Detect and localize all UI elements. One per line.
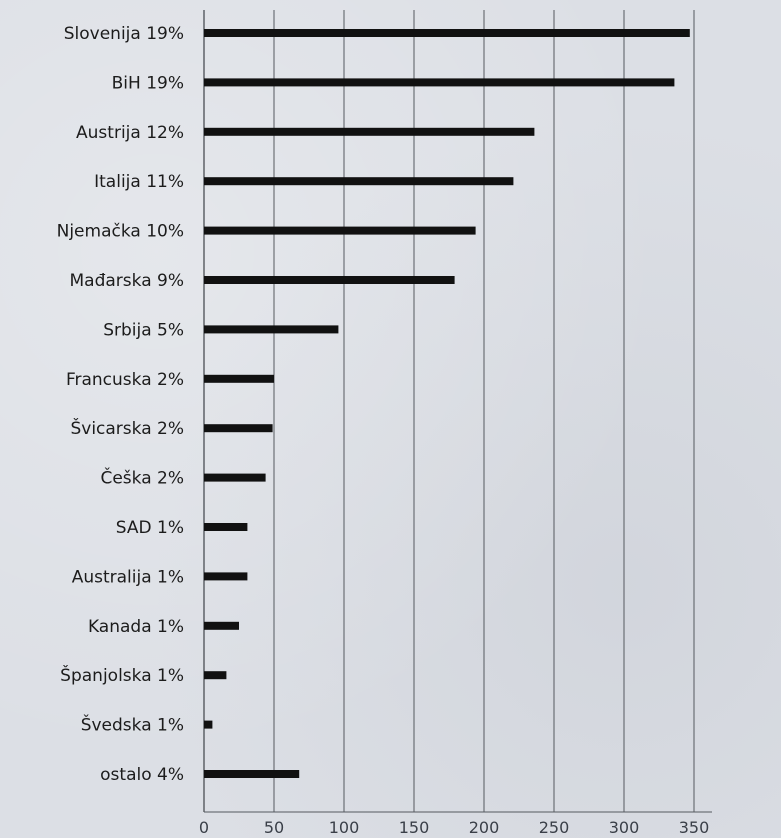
category-label: Australija 1%: [72, 567, 184, 587]
category-label: Češka 2%: [100, 467, 184, 489]
bar: [204, 720, 213, 729]
category-label: ostalo 4%: [100, 765, 184, 785]
category-label: Španjolska 1%: [60, 664, 184, 686]
gridlines: [203, 10, 712, 813]
category-label: Slovenija 19%: [64, 24, 184, 44]
category-label: Austrija 12%: [76, 123, 184, 143]
category-label: Švedska 1%: [81, 714, 184, 736]
x-tick-label: 250: [539, 818, 570, 837]
bar: [204, 226, 476, 235]
category-label: Kanada 1%: [88, 617, 184, 637]
category-label: Njemačka 10%: [57, 222, 184, 242]
x-tick-label: 0: [199, 818, 209, 837]
category-label: Švicarska 2%: [70, 417, 184, 439]
bar: [204, 572, 248, 581]
bars: [204, 29, 690, 778]
category-label: Francuska 2%: [66, 370, 184, 390]
bar: [204, 78, 675, 87]
bar: [204, 671, 227, 680]
bar: [204, 473, 266, 482]
bar: [204, 424, 273, 433]
bar: [204, 276, 455, 284]
category-label: Italija 11%: [94, 172, 184, 192]
bar: [204, 621, 239, 630]
category-label: Srbija 5%: [103, 320, 184, 340]
category-label: BiH 19%: [112, 73, 184, 93]
bar: [204, 29, 690, 37]
bar: [204, 127, 535, 136]
category-label: Mađarska 9%: [70, 271, 184, 291]
x-tick-label: 200: [469, 818, 500, 837]
x-tick-label: 50: [264, 818, 284, 837]
category-labels: Slovenija 19% BiH 19% Austrija 12% Italija …: [57, 24, 184, 785]
x-tick-label: 100: [329, 818, 360, 837]
bar: [204, 523, 248, 531]
x-tick-labels: 0 50 100 150 200 250 300 350: [199, 818, 709, 837]
bar: [204, 325, 339, 334]
category-label: SAD 1%: [116, 518, 184, 538]
x-tick-label: 300: [609, 818, 640, 837]
bar: [204, 177, 514, 186]
x-tick-label: 350: [679, 818, 710, 837]
x-tick-label: 150: [399, 818, 430, 837]
bar: [204, 374, 274, 383]
bar: [204, 770, 300, 778]
